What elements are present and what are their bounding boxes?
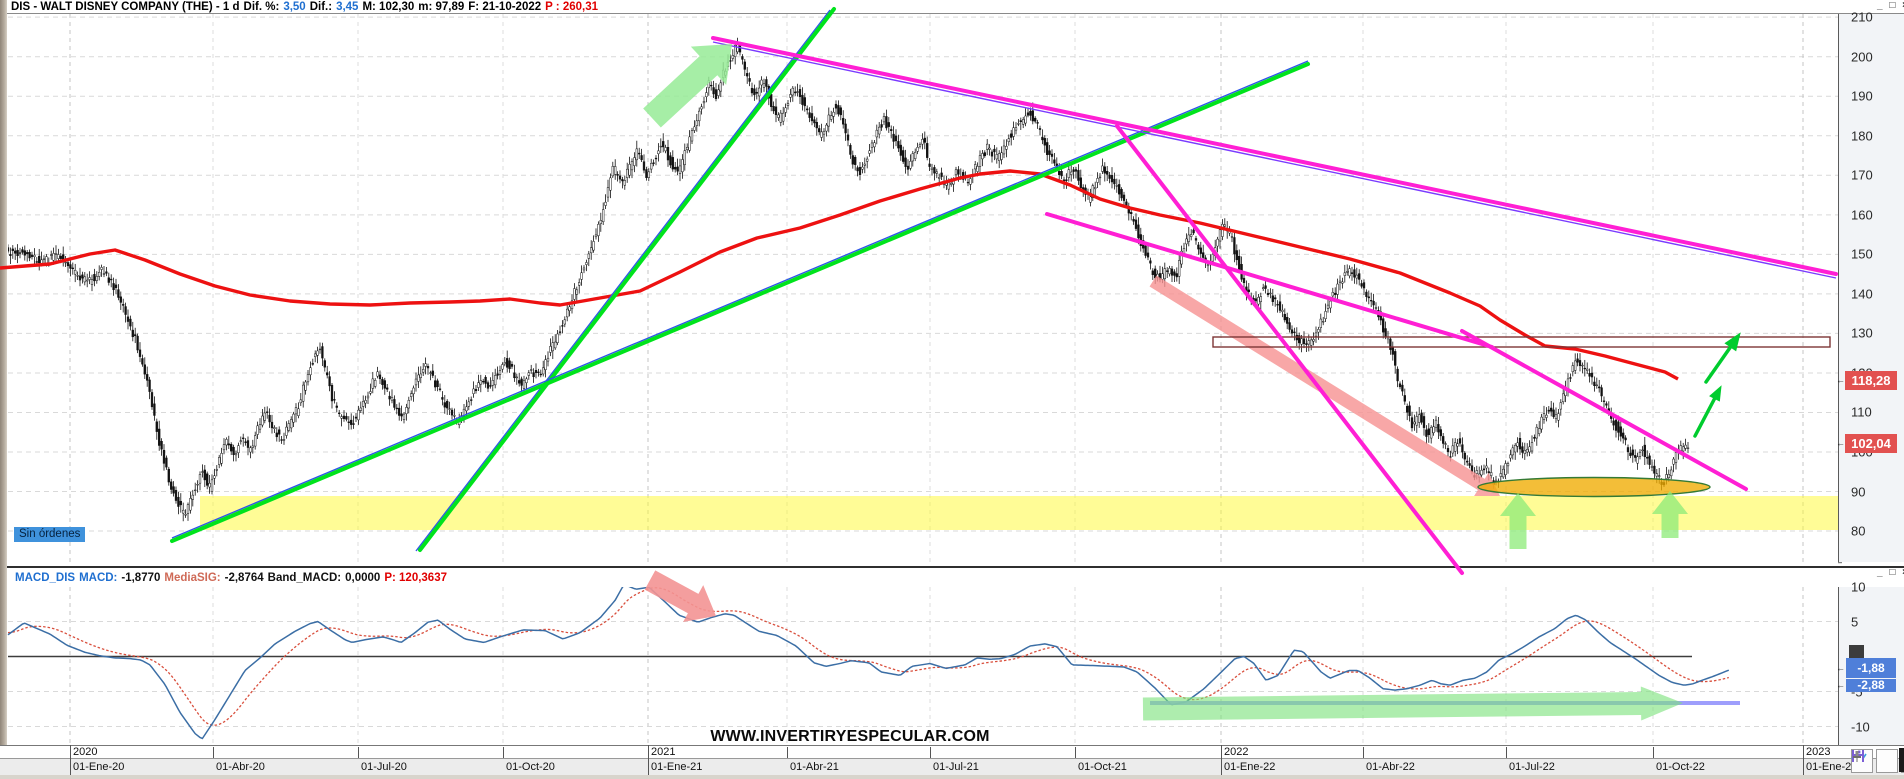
window-bottom-frame [0, 775, 1904, 779]
date-label: 01-Ene-22 [1224, 761, 1276, 773]
footer-toolbar [1851, 749, 1904, 773]
badge-arrow-icon: ← [1836, 680, 1845, 690]
price-axis-label: 140 [1851, 286, 1873, 302]
time-axis[interactable]: 2020 2021 2022 2023 01-Ene-20 01-Abr-20 01-Ju… [0, 745, 1904, 779]
quarter-tick [1653, 747, 1654, 758]
year-label: 2023 [1806, 746, 1831, 758]
quarter-tick [213, 747, 214, 758]
yellow-support-band [200, 496, 1838, 530]
macd-axis-label: 10 [1851, 579, 1866, 594]
price-axis-label: 200 [1851, 49, 1873, 65]
quarter-tick [358, 747, 359, 758]
quarter-tick [503, 747, 504, 758]
date-label: 01-Jul-20 [361, 761, 407, 773]
date-row: 01-Ene-20 01-Abr-20 01-Jul-20 01-Oct-20 01-E… [0, 758, 1904, 776]
year-tick [1221, 745, 1222, 775]
year-label: 2022 [1224, 746, 1249, 758]
year-tick [70, 745, 71, 775]
edge-window-sliver [1899, 748, 1904, 772]
window-controls-main[interactable]: _ □ × [1877, 0, 1904, 11]
price-axis-label: 170 [1851, 167, 1873, 183]
year-tick [648, 745, 649, 775]
macd-header-segment: MACD: [79, 572, 118, 584]
macd-badge: -1,88 [1846, 658, 1896, 678]
year-row: 2020 2021 2022 2023 [0, 745, 1904, 759]
date-label: 01-Oct-22 [1656, 761, 1705, 773]
title-segment: M: 102,30 [362, 1, 415, 13]
year-label: 2021 [651, 746, 676, 758]
price-axis[interactable]: 2102001901801701601501401301201101009080… [1838, 10, 1904, 578]
date-label: 01-Ene-20 [73, 761, 125, 773]
quarter-tick [1506, 747, 1507, 758]
year-tick [1803, 745, 1804, 775]
macd-axis-label: -10 [1851, 719, 1870, 734]
price-badge: 118,28 [1845, 371, 1897, 390]
title-segment: DIS - WALT DISNEY COMPANY (THE) - 1 d [11, 1, 240, 13]
badge-arrow-icon: ← [1836, 663, 1845, 673]
date-label: 01-Abr-20 [216, 761, 265, 773]
date-label: 01-Jul-22 [1509, 761, 1555, 773]
macd-header-segment: Band_MACD: [267, 572, 342, 584]
moving-average-line [0, 169, 1679, 381]
macd-header-segment: MACD_DIS [15, 572, 76, 584]
window-left-frame [0, 0, 7, 779]
date-label: 01-Oct-21 [1078, 761, 1127, 773]
price-axis-label: 180 [1851, 128, 1873, 144]
date-label: 01-Abr-21 [790, 761, 839, 773]
macd-header-segment: P: 120,3637 [384, 572, 447, 584]
quarter-tick [930, 747, 931, 758]
save-icon[interactable] [1852, 749, 1898, 773]
year-label: 2020 [73, 746, 98, 758]
macd-badge: -2,88 [1846, 678, 1896, 692]
watermark: WWW.INVERTIRYESPECULAR.COM [710, 728, 990, 745]
macd-header-segment: MediaSIG: [164, 572, 221, 584]
badge-arrow-icon: ← [1836, 438, 1845, 448]
price-axis-label: 90 [1851, 484, 1866, 500]
date-label: 01-Ene-23 [1806, 761, 1858, 773]
title-segment: 3,50 [283, 1, 306, 13]
macd-axis-label: -5 [1851, 684, 1863, 699]
macd-header: MACD_DIS MACD: -1,8770 MediaSIG: -2,8764 Band… [7, 566, 1904, 587]
date-label: 01-Jul-21 [933, 761, 979, 773]
price-axis-label: 190 [1851, 88, 1873, 104]
date-label: 01-Ene-21 [651, 761, 703, 773]
macd-line [7, 583, 1730, 740]
status-badge: Sin órdenes [14, 527, 86, 542]
macd-signal-line [7, 587, 1729, 726]
macd-header-segment: -2,8764 [224, 572, 264, 584]
window-controls-macd[interactable]: _ □ × [1877, 567, 1904, 578]
quarter-tick [787, 747, 788, 758]
price-axis-label: 110 [1851, 404, 1872, 420]
price-axis-label: 160 [1851, 207, 1873, 223]
price-axis-label: 130 [1851, 325, 1873, 341]
title-segment: Dif. %: [243, 1, 280, 13]
macd-badge [1849, 644, 1864, 658]
price-axis-label: 80 [1851, 523, 1866, 539]
quarter-tick [1363, 747, 1364, 758]
title-segment: Dif.: [309, 1, 333, 13]
price-axis-label: 210 [1851, 9, 1873, 25]
macd-axis-label: 5 [1851, 614, 1859, 629]
price-badge: 102,04 [1845, 434, 1897, 453]
candlestick-series [8, 37, 1690, 522]
price-axis-label: 150 [1851, 246, 1873, 262]
macd-header-segment: 0,0000 [345, 572, 381, 584]
title-segment: 3,45 [336, 1, 359, 13]
quarter-tick [1075, 747, 1076, 758]
macd-header-segment: -1,8770 [121, 572, 161, 584]
badge-arrow-icon: ← [1836, 375, 1845, 385]
date-label: 01-Abr-22 [1366, 761, 1415, 773]
date-label: 01-Oct-20 [506, 761, 555, 773]
